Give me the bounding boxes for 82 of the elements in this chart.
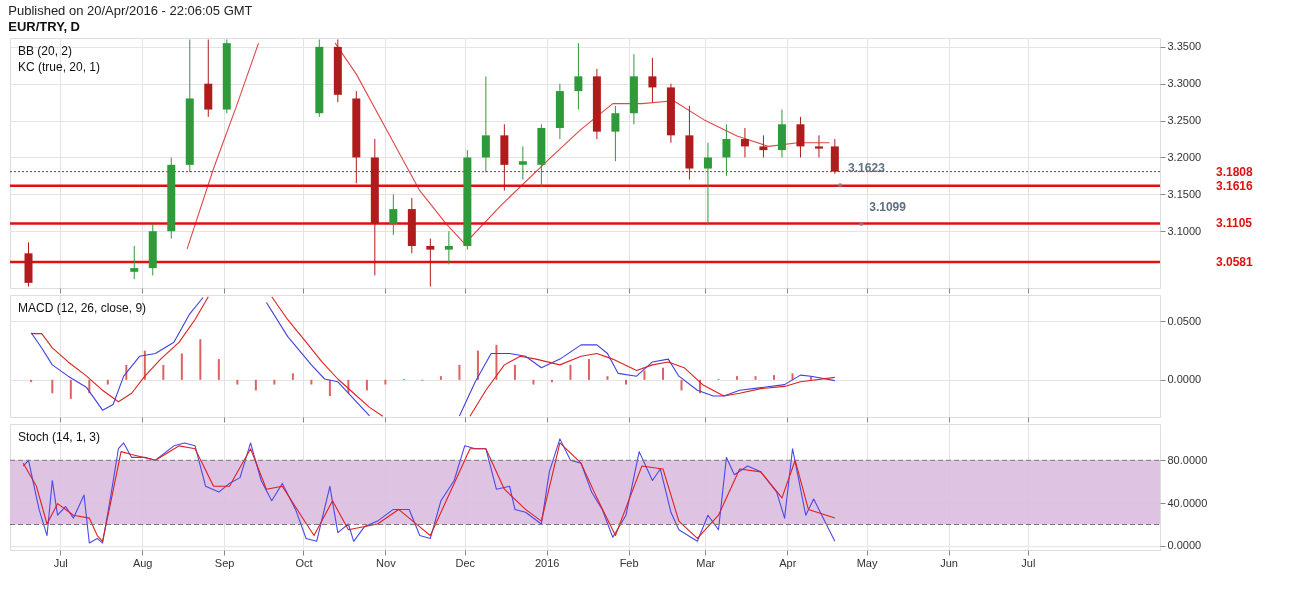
chart-title: EUR/TRY, D xyxy=(8,18,80,34)
candlestick xyxy=(759,134,768,158)
bar xyxy=(199,339,202,380)
x-tick-label: 2016 xyxy=(534,556,560,569)
bar xyxy=(680,379,683,391)
bar xyxy=(273,379,276,385)
candlestick xyxy=(648,57,657,103)
bar xyxy=(384,379,387,385)
ref-line-label: 3.1808 xyxy=(1216,164,1254,179)
bar xyxy=(51,379,54,394)
bar xyxy=(236,379,239,385)
candlestick xyxy=(574,42,583,111)
candlestick xyxy=(518,145,527,181)
x-tick-label: Apr xyxy=(779,556,797,569)
bar xyxy=(587,359,590,380)
bar xyxy=(180,353,183,380)
x-tick-label: Dec xyxy=(455,556,476,569)
x-tick-label: Aug xyxy=(132,556,153,569)
ref-line-label: 3.0581 xyxy=(1216,255,1254,270)
y-tick-label: 3.1000 xyxy=(1167,224,1202,237)
candlestick xyxy=(481,75,490,173)
bar xyxy=(754,376,757,380)
bar xyxy=(439,376,442,380)
candlestick xyxy=(814,134,823,158)
y-tick-label: 3.1500 xyxy=(1167,187,1202,200)
bar xyxy=(69,379,72,399)
x-tick-label: Jun xyxy=(940,556,958,569)
candlestick xyxy=(796,116,805,158)
annotation: Stoch (14, 1, 3) xyxy=(18,430,101,444)
x-tick-label: Jul xyxy=(1021,556,1036,569)
y-tick-label: 80.0000 xyxy=(1167,453,1208,466)
bar xyxy=(162,364,165,380)
candlestick xyxy=(611,105,620,162)
ref-line-label: 3.1616 xyxy=(1216,178,1254,193)
candlestick xyxy=(722,123,731,177)
y-tick-label: 3.3000 xyxy=(1167,77,1202,90)
bar xyxy=(495,344,498,380)
bar xyxy=(661,367,664,380)
annotation: 3.1099 xyxy=(869,199,907,214)
annotation: BB (20, 2) xyxy=(18,44,73,58)
y-tick-label: 0.0000 xyxy=(1167,539,1202,552)
annotation: MACD (12, 26, close, 9) xyxy=(18,301,147,315)
x-tick-label: Jul xyxy=(53,556,68,569)
bar xyxy=(310,379,313,385)
candlestick xyxy=(703,142,712,225)
annotation: KC (true, 20, 1) xyxy=(18,60,101,74)
bar xyxy=(254,379,257,391)
y-tick-label: 0.0500 xyxy=(1167,314,1202,327)
y-tick-label: 3.3500 xyxy=(1167,40,1202,53)
bar xyxy=(643,370,646,380)
bar xyxy=(217,359,220,380)
x-tick-label: May xyxy=(856,556,878,569)
y-tick-label: 40.0000 xyxy=(1167,496,1208,509)
x-tick-label: Mar xyxy=(696,556,716,569)
x-tick-label: Nov xyxy=(376,556,397,569)
candlestick xyxy=(444,230,453,265)
chart-subtitle: Published on 20/Apr/2016 - 22:06:05 GMT xyxy=(8,2,253,18)
bar xyxy=(291,373,294,380)
candlestick xyxy=(426,238,435,288)
candlestick xyxy=(130,245,139,280)
bar xyxy=(624,379,627,385)
y-tick-label: 3.2000 xyxy=(1167,150,1202,163)
bar xyxy=(458,364,461,380)
bar xyxy=(365,379,368,391)
x-tick-label: Feb xyxy=(619,556,639,569)
bar xyxy=(773,375,776,380)
x-tick-label: Sep xyxy=(214,556,235,569)
bar xyxy=(476,350,479,380)
y-tick-label: 0.0000 xyxy=(1167,373,1202,386)
bar xyxy=(736,376,739,380)
bar xyxy=(532,379,535,385)
bar xyxy=(606,376,609,380)
y-tick-label: 3.2500 xyxy=(1167,114,1202,127)
bar xyxy=(569,364,572,380)
ref-line-label: 3.1105 xyxy=(1216,216,1253,231)
bar xyxy=(513,364,516,380)
bar xyxy=(106,379,109,385)
annotation: 3.1623 xyxy=(848,161,886,176)
x-tick-label: Oct xyxy=(295,556,313,569)
candlestick xyxy=(740,127,749,158)
candlestick xyxy=(389,193,398,236)
bar xyxy=(328,379,331,397)
